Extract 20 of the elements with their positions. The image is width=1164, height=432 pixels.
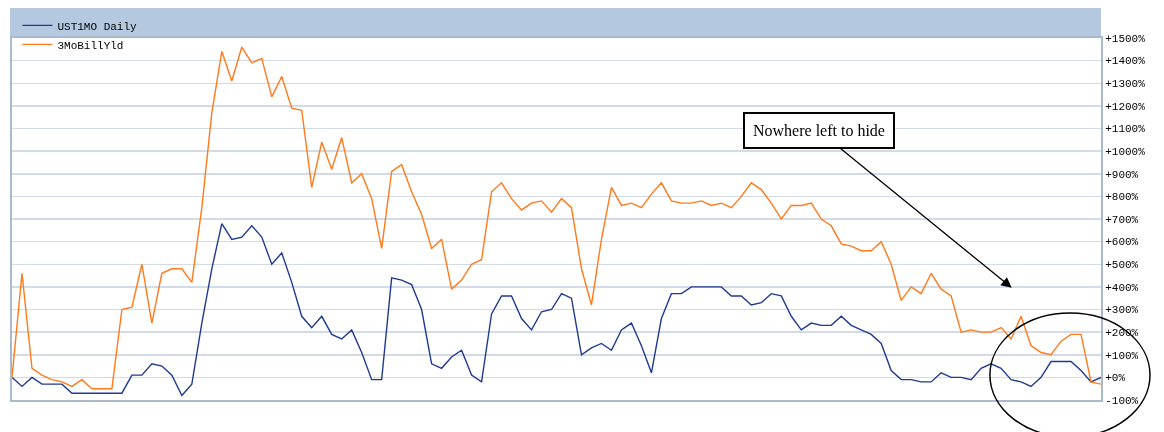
y-tick-label: +0% [1105,372,1126,385]
line-series [12,222,1101,397]
y-tick-label: +1400% [1105,55,1146,68]
legend-label: 3MoBillYld [57,39,124,52]
y-tick-label: +1300% [1105,78,1146,91]
y-tick-label: +1000% [1105,145,1146,158]
legend-label: UST1MO Daily [57,20,138,33]
y-tick-label: +900% [1105,168,1139,181]
y-tick-label: +400% [1105,281,1139,294]
y-tick-label: +300% [1105,304,1139,317]
y-tick-label: +1100% [1105,123,1146,136]
y-tick-label: +500% [1105,259,1139,272]
annotation: Nowhere left to hide [753,122,885,139]
y-tick-label: +1200% [1105,100,1146,113]
y-tick-label: +1500% [1105,32,1146,45]
y-tick-label: -100% [1105,394,1139,407]
y-tick-label: +700% [1105,213,1139,226]
y-tick-label: +100% [1105,349,1139,362]
y-tick-label: +800% [1105,191,1139,204]
y-tick-label: +600% [1105,236,1139,249]
